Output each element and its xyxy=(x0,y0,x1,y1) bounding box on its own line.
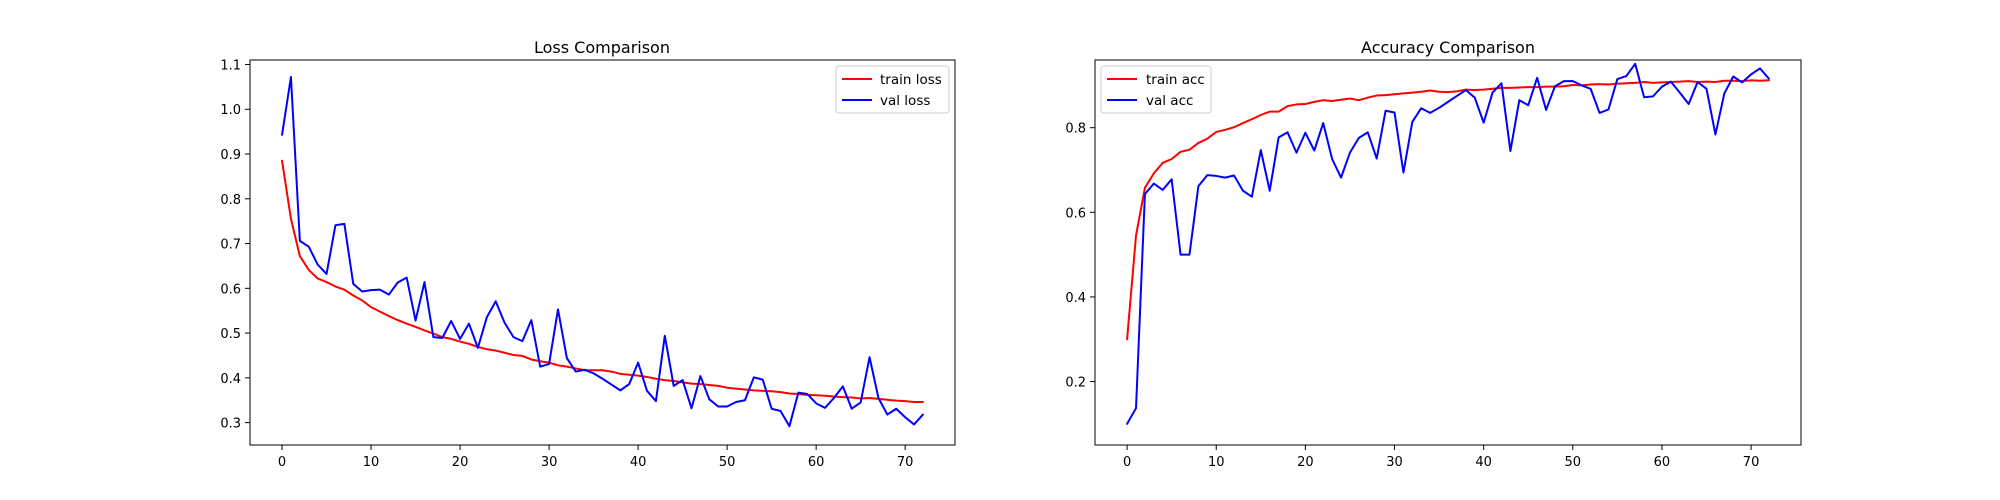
accuracy-xtick-label: 0 xyxy=(1123,455,1131,470)
accuracy-legend-label-train: train acc xyxy=(1146,72,1205,88)
accuracy-xtick-label: 70 xyxy=(1743,455,1760,470)
accuracy-ytick-label: 0.2 xyxy=(1065,376,1086,391)
accuracy-xtick-label: 60 xyxy=(1654,455,1671,470)
accuracy-legend-label-val: val acc xyxy=(1146,93,1193,109)
loss-ytick-label: 0.3 xyxy=(220,417,241,432)
accuracy-series-train-line xyxy=(1126,79,1770,341)
loss-legend-label-val: val loss xyxy=(880,93,930,109)
loss-ytick-label: 0.4 xyxy=(220,372,241,387)
accuracy-ytick-label: 0.8 xyxy=(1065,122,1086,137)
accuracy-xtick-label: 10 xyxy=(1208,455,1225,470)
loss-tick-layer: 0 10 20 30 40 50 60 70 0.3 0.4 0.5 0.6 0.7 0.8 0.9 1.0 1… xyxy=(220,58,913,470)
loss-ytick-label: 0.6 xyxy=(220,282,241,297)
loss-xtick-label: 20 xyxy=(452,455,469,470)
accuracy-chart-title: Accuracy Comparison xyxy=(1361,38,1535,57)
accuracy-series-layer xyxy=(1126,62,1770,425)
accuracy-legend-box xyxy=(1100,65,1212,114)
accuracy-legend: train acc val acc xyxy=(1100,65,1212,114)
loss-xtick-label: 30 xyxy=(541,455,558,470)
loss-series-layer xyxy=(281,76,924,428)
accuracy-series-val-line xyxy=(1126,62,1770,425)
accuracy-plot-frame xyxy=(1094,59,1802,446)
loss-xtick-label: 50 xyxy=(719,455,736,470)
loss-ytick-label: 0.5 xyxy=(220,327,241,342)
loss-xtick-label: 10 xyxy=(363,455,380,470)
loss-legend-box xyxy=(835,65,950,114)
loss-xtick-label: 40 xyxy=(630,455,647,470)
accuracy-ytick-label: 0.6 xyxy=(1065,206,1086,221)
loss-ytick-label: 1.1 xyxy=(220,58,241,73)
loss-legend: train loss val loss xyxy=(835,65,950,114)
accuracy-xtick-label: 50 xyxy=(1565,455,1582,470)
loss-xtick-label: 70 xyxy=(897,455,914,470)
accuracy-xtick-label: 20 xyxy=(1297,455,1314,470)
accuracy-chart: Accuracy Comparison 0 10 20 30 40 50 60 70 0.2 0.… xyxy=(1065,38,1802,470)
loss-series-val-line xyxy=(281,76,924,428)
accuracy-ytick-label: 0.4 xyxy=(1065,291,1086,306)
accuracy-xtick-label: 40 xyxy=(1475,455,1492,470)
loss-chart: Loss Comparison 0 10 20 30 40 50 60 70 0.3 0.4 0.5… xyxy=(220,38,956,470)
loss-ytick-label: 0.7 xyxy=(220,238,241,253)
accuracy-tick-layer: 0 10 20 30 40 50 60 70 0.2 0.4 0.6 0.8 xyxy=(1065,122,1759,470)
loss-xtick-label: 0 xyxy=(278,455,286,470)
loss-ytick-label: 0.8 xyxy=(220,193,241,208)
loss-ytick-label: 1.0 xyxy=(220,103,241,118)
loss-xtick-label: 60 xyxy=(808,455,825,470)
loss-series-train-line xyxy=(281,159,924,404)
loss-chart-title: Loss Comparison xyxy=(534,38,670,57)
loss-plot-frame xyxy=(249,59,956,446)
accuracy-xtick-label: 30 xyxy=(1386,455,1403,470)
loss-ytick-label: 0.9 xyxy=(220,148,241,163)
loss-legend-label-train: train loss xyxy=(880,72,942,88)
